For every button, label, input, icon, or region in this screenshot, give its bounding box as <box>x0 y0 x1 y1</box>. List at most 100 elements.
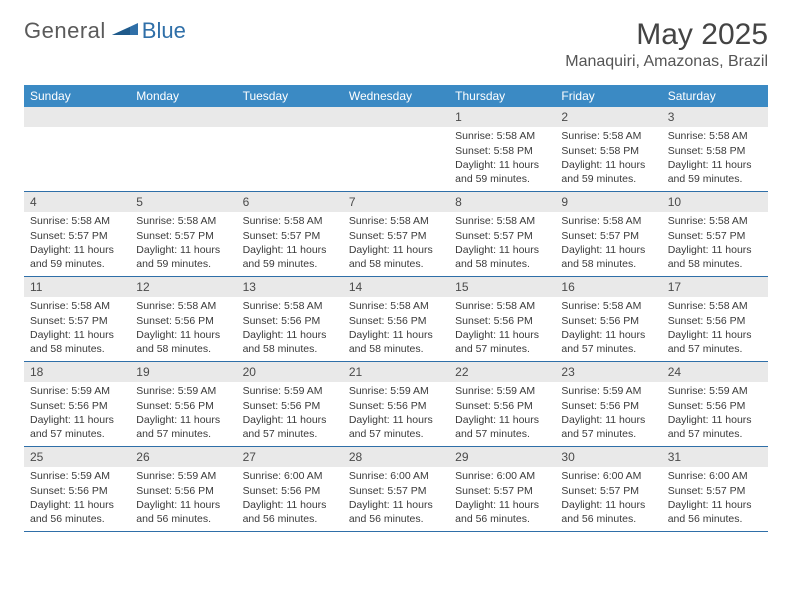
daylight-text: Daylight: 11 hours and 59 minutes. <box>30 243 124 271</box>
sunrise-text: Sunrise: 5:59 AM <box>30 384 124 398</box>
day-info: Sunrise: 5:58 AMSunset: 5:57 PMDaylight:… <box>343 212 449 275</box>
daylight-text: Daylight: 11 hours and 57 minutes. <box>561 328 655 356</box>
day-number: 28 <box>343 447 449 467</box>
day-number: 25 <box>24 447 130 467</box>
day-info: Sunrise: 5:58 AMSunset: 5:58 PMDaylight:… <box>449 127 555 190</box>
day-info: Sunrise: 6:00 AMSunset: 5:57 PMDaylight:… <box>555 467 661 530</box>
day-number: 8 <box>449 192 555 212</box>
sunrise-text: Sunrise: 5:58 AM <box>349 214 443 228</box>
day-number: 20 <box>237 362 343 382</box>
weekday-header: Friday <box>555 85 661 107</box>
sunset-text: Sunset: 5:56 PM <box>561 399 655 413</box>
calendar-day: 15Sunrise: 5:58 AMSunset: 5:56 PMDayligh… <box>449 277 555 361</box>
sunrise-text: Sunrise: 5:58 AM <box>136 299 230 313</box>
day-number: 12 <box>130 277 236 297</box>
day-info: Sunrise: 5:58 AMSunset: 5:57 PMDaylight:… <box>237 212 343 275</box>
calendar-day: 16Sunrise: 5:58 AMSunset: 5:56 PMDayligh… <box>555 277 661 361</box>
calendar-day: 4Sunrise: 5:58 AMSunset: 5:57 PMDaylight… <box>24 192 130 276</box>
sunrise-text: Sunrise: 5:59 AM <box>561 384 655 398</box>
calendar-grid: SundayMondayTuesdayWednesdayThursdayFrid… <box>24 85 768 532</box>
sunrise-text: Sunrise: 5:59 AM <box>136 469 230 483</box>
day-info: Sunrise: 5:58 AMSunset: 5:58 PMDaylight:… <box>662 127 768 190</box>
day-number: 11 <box>24 277 130 297</box>
day-info: Sunrise: 5:59 AMSunset: 5:56 PMDaylight:… <box>130 467 236 530</box>
sunset-text: Sunset: 5:56 PM <box>136 314 230 328</box>
calendar-day: 22Sunrise: 5:59 AMSunset: 5:56 PMDayligh… <box>449 362 555 446</box>
daylight-text: Daylight: 11 hours and 58 minutes. <box>561 243 655 271</box>
sunset-text: Sunset: 5:56 PM <box>136 484 230 498</box>
sunrise-text: Sunrise: 5:58 AM <box>668 214 762 228</box>
daylight-text: Daylight: 11 hours and 56 minutes. <box>243 498 337 526</box>
sunrise-text: Sunrise: 6:00 AM <box>668 469 762 483</box>
weekday-header: Thursday <box>449 85 555 107</box>
day-number: 30 <box>555 447 661 467</box>
sunrise-text: Sunrise: 6:00 AM <box>455 469 549 483</box>
day-number: 22 <box>449 362 555 382</box>
calendar-week: 11Sunrise: 5:58 AMSunset: 5:57 PMDayligh… <box>24 277 768 362</box>
day-number: 18 <box>24 362 130 382</box>
day-number: 10 <box>662 192 768 212</box>
sunset-text: Sunset: 5:57 PM <box>30 229 124 243</box>
sunrise-text: Sunrise: 5:59 AM <box>243 384 337 398</box>
sunset-text: Sunset: 5:57 PM <box>561 229 655 243</box>
sunset-text: Sunset: 5:56 PM <box>243 399 337 413</box>
day-number: 29 <box>449 447 555 467</box>
sunset-text: Sunset: 5:56 PM <box>30 399 124 413</box>
daylight-text: Daylight: 11 hours and 59 minutes. <box>243 243 337 271</box>
sunset-text: Sunset: 5:56 PM <box>349 314 443 328</box>
day-info: Sunrise: 6:00 AMSunset: 5:57 PMDaylight:… <box>343 467 449 530</box>
sunset-text: Sunset: 5:56 PM <box>561 314 655 328</box>
calendar-day: 29Sunrise: 6:00 AMSunset: 5:57 PMDayligh… <box>449 447 555 531</box>
day-number: 9 <box>555 192 661 212</box>
daylight-text: Daylight: 11 hours and 56 minutes. <box>668 498 762 526</box>
sunrise-text: Sunrise: 5:58 AM <box>243 214 337 228</box>
day-number <box>24 107 130 127</box>
calendar-day: 30Sunrise: 6:00 AMSunset: 5:57 PMDayligh… <box>555 447 661 531</box>
calendar-day: 17Sunrise: 5:58 AMSunset: 5:56 PMDayligh… <box>662 277 768 361</box>
sunset-text: Sunset: 5:56 PM <box>243 314 337 328</box>
title-block: May 2025 Manaquiri, Amazonas, Brazil <box>565 18 768 71</box>
brand-logo: General Blue <box>24 18 186 44</box>
calendar-day: 26Sunrise: 5:59 AMSunset: 5:56 PMDayligh… <box>130 447 236 531</box>
calendar-day: 31Sunrise: 6:00 AMSunset: 5:57 PMDayligh… <box>662 447 768 531</box>
day-number: 13 <box>237 277 343 297</box>
month-year: May 2025 <box>565 18 768 51</box>
calendar-day: 14Sunrise: 5:58 AMSunset: 5:56 PMDayligh… <box>343 277 449 361</box>
day-number: 23 <box>555 362 661 382</box>
sunrise-text: Sunrise: 5:58 AM <box>668 299 762 313</box>
daylight-text: Daylight: 11 hours and 57 minutes. <box>243 413 337 441</box>
calendar-day <box>130 107 236 191</box>
sunrise-text: Sunrise: 6:00 AM <box>349 469 443 483</box>
sunrise-text: Sunrise: 5:58 AM <box>455 299 549 313</box>
day-number: 19 <box>130 362 236 382</box>
day-info: Sunrise: 5:58 AMSunset: 5:56 PMDaylight:… <box>130 297 236 360</box>
calendar-day: 11Sunrise: 5:58 AMSunset: 5:57 PMDayligh… <box>24 277 130 361</box>
day-info: Sunrise: 5:59 AMSunset: 5:56 PMDaylight:… <box>237 382 343 445</box>
sunrise-text: Sunrise: 5:59 AM <box>30 469 124 483</box>
daylight-text: Daylight: 11 hours and 58 minutes. <box>30 328 124 356</box>
day-info: Sunrise: 5:58 AMSunset: 5:57 PMDaylight:… <box>449 212 555 275</box>
weekday-header: Tuesday <box>237 85 343 107</box>
day-info: Sunrise: 5:58 AMSunset: 5:58 PMDaylight:… <box>555 127 661 190</box>
sunset-text: Sunset: 5:57 PM <box>455 484 549 498</box>
day-number: 1 <box>449 107 555 127</box>
sunrise-text: Sunrise: 5:58 AM <box>561 214 655 228</box>
sunset-text: Sunset: 5:57 PM <box>668 484 762 498</box>
sunset-text: Sunset: 5:57 PM <box>668 229 762 243</box>
sunset-text: Sunset: 5:57 PM <box>349 484 443 498</box>
sunset-text: Sunset: 5:57 PM <box>455 229 549 243</box>
weekday-header: Monday <box>130 85 236 107</box>
day-number: 21 <box>343 362 449 382</box>
sunrise-text: Sunrise: 5:59 AM <box>668 384 762 398</box>
day-info: Sunrise: 5:59 AMSunset: 5:56 PMDaylight:… <box>24 467 130 530</box>
day-number: 5 <box>130 192 236 212</box>
daylight-text: Daylight: 11 hours and 58 minutes. <box>136 328 230 356</box>
day-info: Sunrise: 5:59 AMSunset: 5:56 PMDaylight:… <box>449 382 555 445</box>
daylight-text: Daylight: 11 hours and 58 minutes. <box>349 243 443 271</box>
page-header: General Blue May 2025 Manaquiri, Amazona… <box>24 18 768 71</box>
day-number: 2 <box>555 107 661 127</box>
day-number <box>130 107 236 127</box>
day-number: 14 <box>343 277 449 297</box>
calendar-day: 18Sunrise: 5:59 AMSunset: 5:56 PMDayligh… <box>24 362 130 446</box>
day-info: Sunrise: 5:59 AMSunset: 5:56 PMDaylight:… <box>343 382 449 445</box>
